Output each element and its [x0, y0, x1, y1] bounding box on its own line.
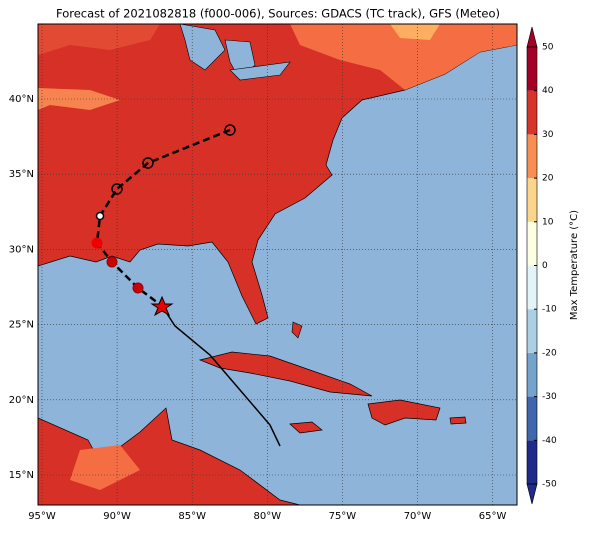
map-frame	[37, 23, 518, 506]
colorbar-bin	[527, 309, 537, 353]
colorbar-tick-label: 30	[542, 130, 554, 140]
colorbar-bin	[527, 265, 537, 310]
lat-label: 30°N	[9, 244, 34, 255]
track-point	[106, 256, 118, 268]
forecast-track	[95, 128, 231, 307]
colorbar-tick-label: -20	[542, 348, 557, 358]
lon-label: 90°W	[103, 511, 131, 522]
warm-patch	[38, 88, 120, 110]
lat-label: 40°N	[9, 94, 34, 105]
colorbar-bin	[527, 90, 537, 135]
hispaniola	[367, 399, 441, 426]
track-point	[91, 237, 103, 249]
colorbar-tick-label: 40	[542, 86, 554, 96]
jamaica	[289, 421, 323, 434]
track-point	[224, 124, 236, 136]
colorbar-tick-label: 50	[542, 43, 554, 53]
graticule	[38, 24, 517, 505]
colorbar-tick-label: -10	[542, 305, 557, 315]
map-title: Forecast of 2021082818 (f000-006), Sourc…	[56, 7, 500, 21]
lon-label: 80°W	[253, 511, 281, 522]
colorbar-bin	[527, 47, 537, 91]
warm-patch	[290, 24, 517, 90]
colorbar-tick-label: 20	[542, 174, 554, 184]
track-point	[111, 183, 123, 195]
cool-patch	[390, 24, 440, 40]
colorbar-bin	[527, 396, 537, 441]
projected-path	[161, 305, 281, 447]
lake	[179, 24, 226, 71]
lon-label: 95°W	[28, 511, 56, 522]
colorbar-tick-label: 0	[542, 261, 548, 271]
lat-label: 35°N	[9, 169, 34, 180]
lake	[229, 61, 291, 81]
lat-label: 15°N	[9, 470, 34, 481]
colorbar-tick-label: -50	[542, 480, 557, 490]
map	[38, 24, 517, 505]
colorbar-bin	[527, 440, 537, 484]
lon-label: 65°W	[479, 511, 507, 522]
track-point	[142, 157, 154, 169]
colorbar-bin	[527, 221, 537, 266]
colorbar-bin	[527, 352, 537, 397]
warm-patch	[70, 445, 140, 490]
lon-label: 70°W	[404, 511, 432, 522]
colorbar-tick-label: -40	[542, 436, 557, 446]
colorbar-arrow	[526, 26, 538, 48]
colorbar-arrow	[526, 483, 538, 505]
lon-label: 85°W	[178, 511, 206, 522]
colorbar-bin	[527, 134, 537, 179]
track-point	[132, 282, 144, 294]
lon-label: 75°W	[329, 511, 357, 522]
colorbar-tick-label: -30	[542, 392, 557, 402]
colorbar-label: Max Temperature (°C)	[569, 210, 580, 320]
cuba	[198, 351, 373, 397]
colorbar-tick-label: 10	[542, 217, 554, 227]
puerto-rico	[449, 416, 467, 425]
colorbar-bin	[527, 178, 537, 222]
lat-label: 25°N	[9, 320, 34, 331]
track-point	[95, 211, 105, 221]
current-position	[150, 295, 174, 317]
lat-label: 20°N	[9, 395, 34, 406]
warm-patch	[38, 24, 160, 55]
colorbar: 50 40 30 20 10 0 -10 -20 -30 -40 -50	[526, 26, 557, 505]
